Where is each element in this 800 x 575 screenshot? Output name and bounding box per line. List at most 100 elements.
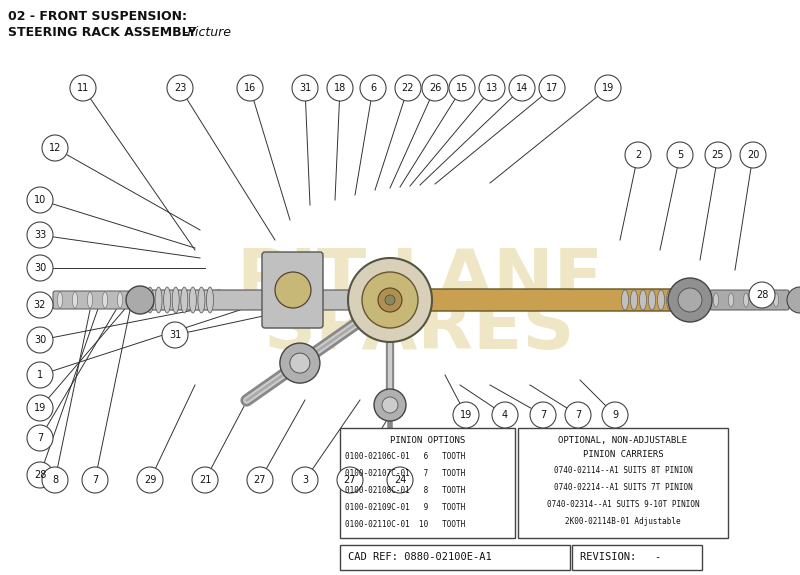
Text: 2: 2 <box>635 150 641 160</box>
Ellipse shape <box>622 290 629 310</box>
Text: 16: 16 <box>244 83 256 93</box>
Ellipse shape <box>164 287 170 313</box>
Text: 25: 25 <box>712 150 724 160</box>
Circle shape <box>275 272 311 308</box>
Ellipse shape <box>146 287 154 313</box>
Circle shape <box>668 278 712 322</box>
Text: 0100-02106C-01   6   TOOTH: 0100-02106C-01 6 TOOTH <box>345 452 466 461</box>
Text: CAD REF: 0880-02100E-A1: CAD REF: 0880-02100E-A1 <box>348 552 492 562</box>
FancyBboxPatch shape <box>388 289 682 311</box>
Text: 23: 23 <box>174 83 186 93</box>
Circle shape <box>27 222 53 248</box>
Text: 26: 26 <box>429 83 441 93</box>
Text: 19: 19 <box>602 83 614 93</box>
Circle shape <box>395 75 421 101</box>
Ellipse shape <box>743 293 749 307</box>
Circle shape <box>162 322 188 348</box>
Ellipse shape <box>639 290 646 310</box>
Ellipse shape <box>102 292 107 308</box>
Circle shape <box>126 286 154 314</box>
Text: 12: 12 <box>49 143 61 153</box>
Circle shape <box>27 255 53 281</box>
Ellipse shape <box>58 292 62 308</box>
Circle shape <box>237 75 263 101</box>
Text: 13: 13 <box>486 83 498 93</box>
Circle shape <box>678 288 702 312</box>
Text: 0740-02114--A1 SUITS 8T PINION: 0740-02114--A1 SUITS 8T PINION <box>554 466 692 475</box>
Circle shape <box>348 258 432 342</box>
Text: 14: 14 <box>516 83 528 93</box>
Text: SPARES: SPARES <box>264 296 576 365</box>
Circle shape <box>27 425 53 451</box>
Text: STEERING RACK ASSEMBLY: STEERING RACK ASSEMBLY <box>8 26 197 39</box>
Circle shape <box>137 467 163 493</box>
Text: 02 - FRONT SUSPENSION:: 02 - FRONT SUSPENSION: <box>8 10 187 23</box>
Text: 15: 15 <box>456 83 468 93</box>
Ellipse shape <box>774 293 778 307</box>
Circle shape <box>492 402 518 428</box>
Circle shape <box>385 295 395 305</box>
Ellipse shape <box>206 287 214 313</box>
Text: 6: 6 <box>370 83 376 93</box>
Circle shape <box>27 292 53 318</box>
Circle shape <box>327 75 353 101</box>
Circle shape <box>167 75 193 101</box>
Text: 0100-02108C-01   8   TOOTH: 0100-02108C-01 8 TOOTH <box>345 486 466 495</box>
Circle shape <box>292 75 318 101</box>
Text: 30: 30 <box>34 335 46 345</box>
Ellipse shape <box>198 287 205 313</box>
Text: 0740-02314--A1 SUITS 9-10T PINION: 0740-02314--A1 SUITS 9-10T PINION <box>546 500 699 509</box>
Ellipse shape <box>190 287 196 313</box>
Text: 7: 7 <box>37 433 43 443</box>
Text: 27: 27 <box>254 475 266 485</box>
FancyBboxPatch shape <box>138 290 392 310</box>
Text: PINION CARRIERS: PINION CARRIERS <box>582 450 663 459</box>
FancyBboxPatch shape <box>710 290 789 310</box>
Circle shape <box>360 75 386 101</box>
Ellipse shape <box>73 292 78 308</box>
Circle shape <box>740 142 766 168</box>
Text: 28: 28 <box>756 290 768 300</box>
Circle shape <box>247 467 273 493</box>
Text: 0740-02214--A1 SUITS 7T PINION: 0740-02214--A1 SUITS 7T PINION <box>554 483 692 492</box>
Circle shape <box>479 75 505 101</box>
Text: 0100-02107C-01   7   TOOTH: 0100-02107C-01 7 TOOTH <box>345 469 466 478</box>
Bar <box>340 428 515 538</box>
Circle shape <box>539 75 565 101</box>
Circle shape <box>374 389 406 421</box>
Circle shape <box>362 272 418 328</box>
Circle shape <box>42 135 68 161</box>
Ellipse shape <box>630 290 638 310</box>
Ellipse shape <box>714 293 718 307</box>
Text: 20: 20 <box>747 150 759 160</box>
Circle shape <box>82 467 108 493</box>
Ellipse shape <box>87 292 93 308</box>
Ellipse shape <box>172 287 179 313</box>
Circle shape <box>705 142 731 168</box>
Circle shape <box>70 75 96 101</box>
Circle shape <box>509 75 535 101</box>
Circle shape <box>453 402 479 428</box>
Text: 31: 31 <box>299 83 311 93</box>
Circle shape <box>667 142 693 168</box>
Bar <box>340 545 570 570</box>
Text: 29: 29 <box>144 475 156 485</box>
Circle shape <box>625 142 651 168</box>
Ellipse shape <box>649 290 655 310</box>
Ellipse shape <box>729 293 734 307</box>
Circle shape <box>530 402 556 428</box>
Text: 24: 24 <box>394 475 406 485</box>
Text: 19: 19 <box>34 403 46 413</box>
Text: 10: 10 <box>34 195 46 205</box>
Text: 2K00-02114B-01 Adjustable: 2K00-02114B-01 Adjustable <box>565 517 681 526</box>
Text: OPTIONAL, NON-ADJUSTABLE: OPTIONAL, NON-ADJUSTABLE <box>558 436 687 445</box>
Circle shape <box>27 362 53 388</box>
Text: 31: 31 <box>169 330 181 340</box>
Text: 8: 8 <box>52 475 58 485</box>
Circle shape <box>749 282 775 308</box>
Circle shape <box>192 467 218 493</box>
Ellipse shape <box>658 290 665 310</box>
Text: 27: 27 <box>344 475 356 485</box>
Text: -Picture: -Picture <box>183 26 231 39</box>
Ellipse shape <box>758 293 763 307</box>
